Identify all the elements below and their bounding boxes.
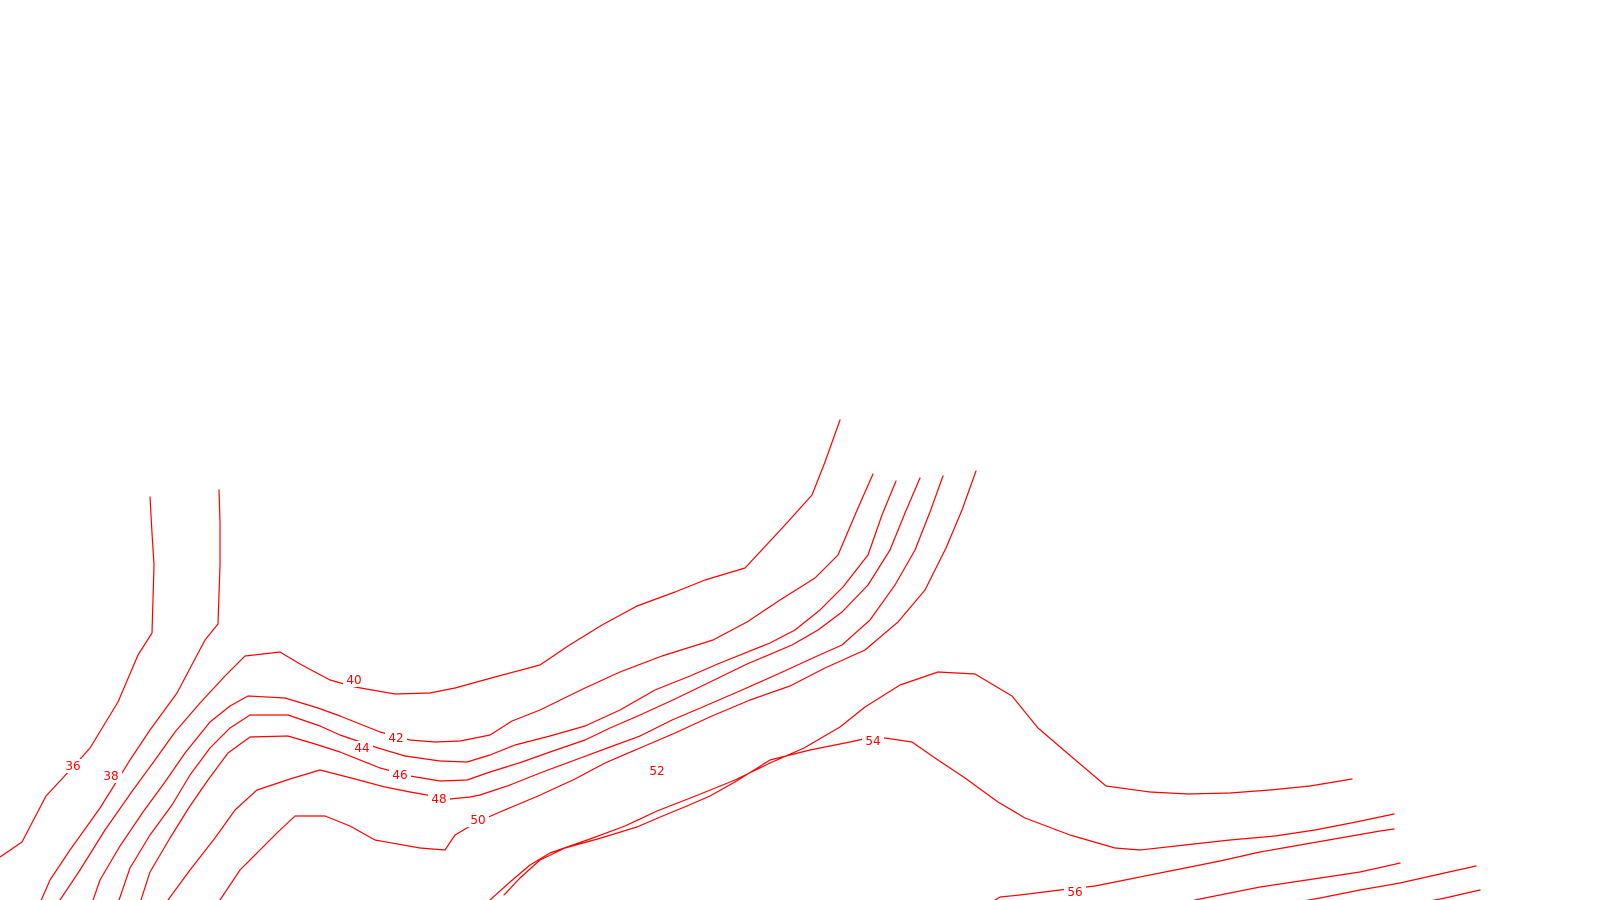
- contour-labels: 36 38 40 42 44 46 48 50: [62, 673, 1086, 899]
- contour-label-50: 50: [467, 813, 489, 827]
- contour-lines: [0, 419, 1481, 900]
- contour-label-48: 48: [428, 792, 450, 806]
- contour-label-46: 46: [389, 768, 411, 782]
- contour-line-50: [219, 470, 977, 900]
- contour-line-c: [1431, 889, 1481, 900]
- contour-label-40: 40: [343, 673, 365, 687]
- contour-label-54: 54: [862, 734, 884, 748]
- contour-line-44: [118, 480, 897, 900]
- contour-label-36: 36: [62, 759, 84, 773]
- contour-label-42: 42: [385, 731, 407, 745]
- contour-line-52: [489, 671, 1353, 900]
- contour-label-48-text: 48: [431, 792, 446, 806]
- contour-line-42: [92, 473, 874, 900]
- contour-label-42-text: 42: [388, 731, 403, 745]
- contour-label-36-text: 36: [65, 759, 80, 773]
- contour-label-54-text: 54: [865, 734, 880, 748]
- contour-line-b: [1305, 865, 1477, 900]
- contour-label-50-text: 50: [470, 813, 485, 827]
- contour-label-52: 52: [646, 764, 668, 778]
- contour-label-40-text: 40: [346, 673, 361, 687]
- contour-label-38-text: 38: [103, 769, 118, 783]
- contour-label-44-text: 44: [354, 741, 369, 755]
- contour-label-56: 56: [1064, 885, 1086, 899]
- contour-label-38: 38: [100, 769, 122, 783]
- contour-label-44: 44: [351, 741, 373, 755]
- contour-label-52-text: 52: [649, 764, 664, 778]
- contour-line-56: [993, 828, 1395, 900]
- contour-line-48: [167, 475, 944, 900]
- contour-line-a: [1194, 862, 1401, 900]
- contour-label-46-text: 46: [392, 768, 407, 782]
- contour-label-56-text: 56: [1067, 885, 1082, 899]
- contour-line-54: [503, 737, 1395, 896]
- contour-line-38: [40, 489, 221, 900]
- contour-line-36: [0, 496, 155, 858]
- contour-line-40: [59, 419, 841, 900]
- contour-line-46: [140, 477, 921, 900]
